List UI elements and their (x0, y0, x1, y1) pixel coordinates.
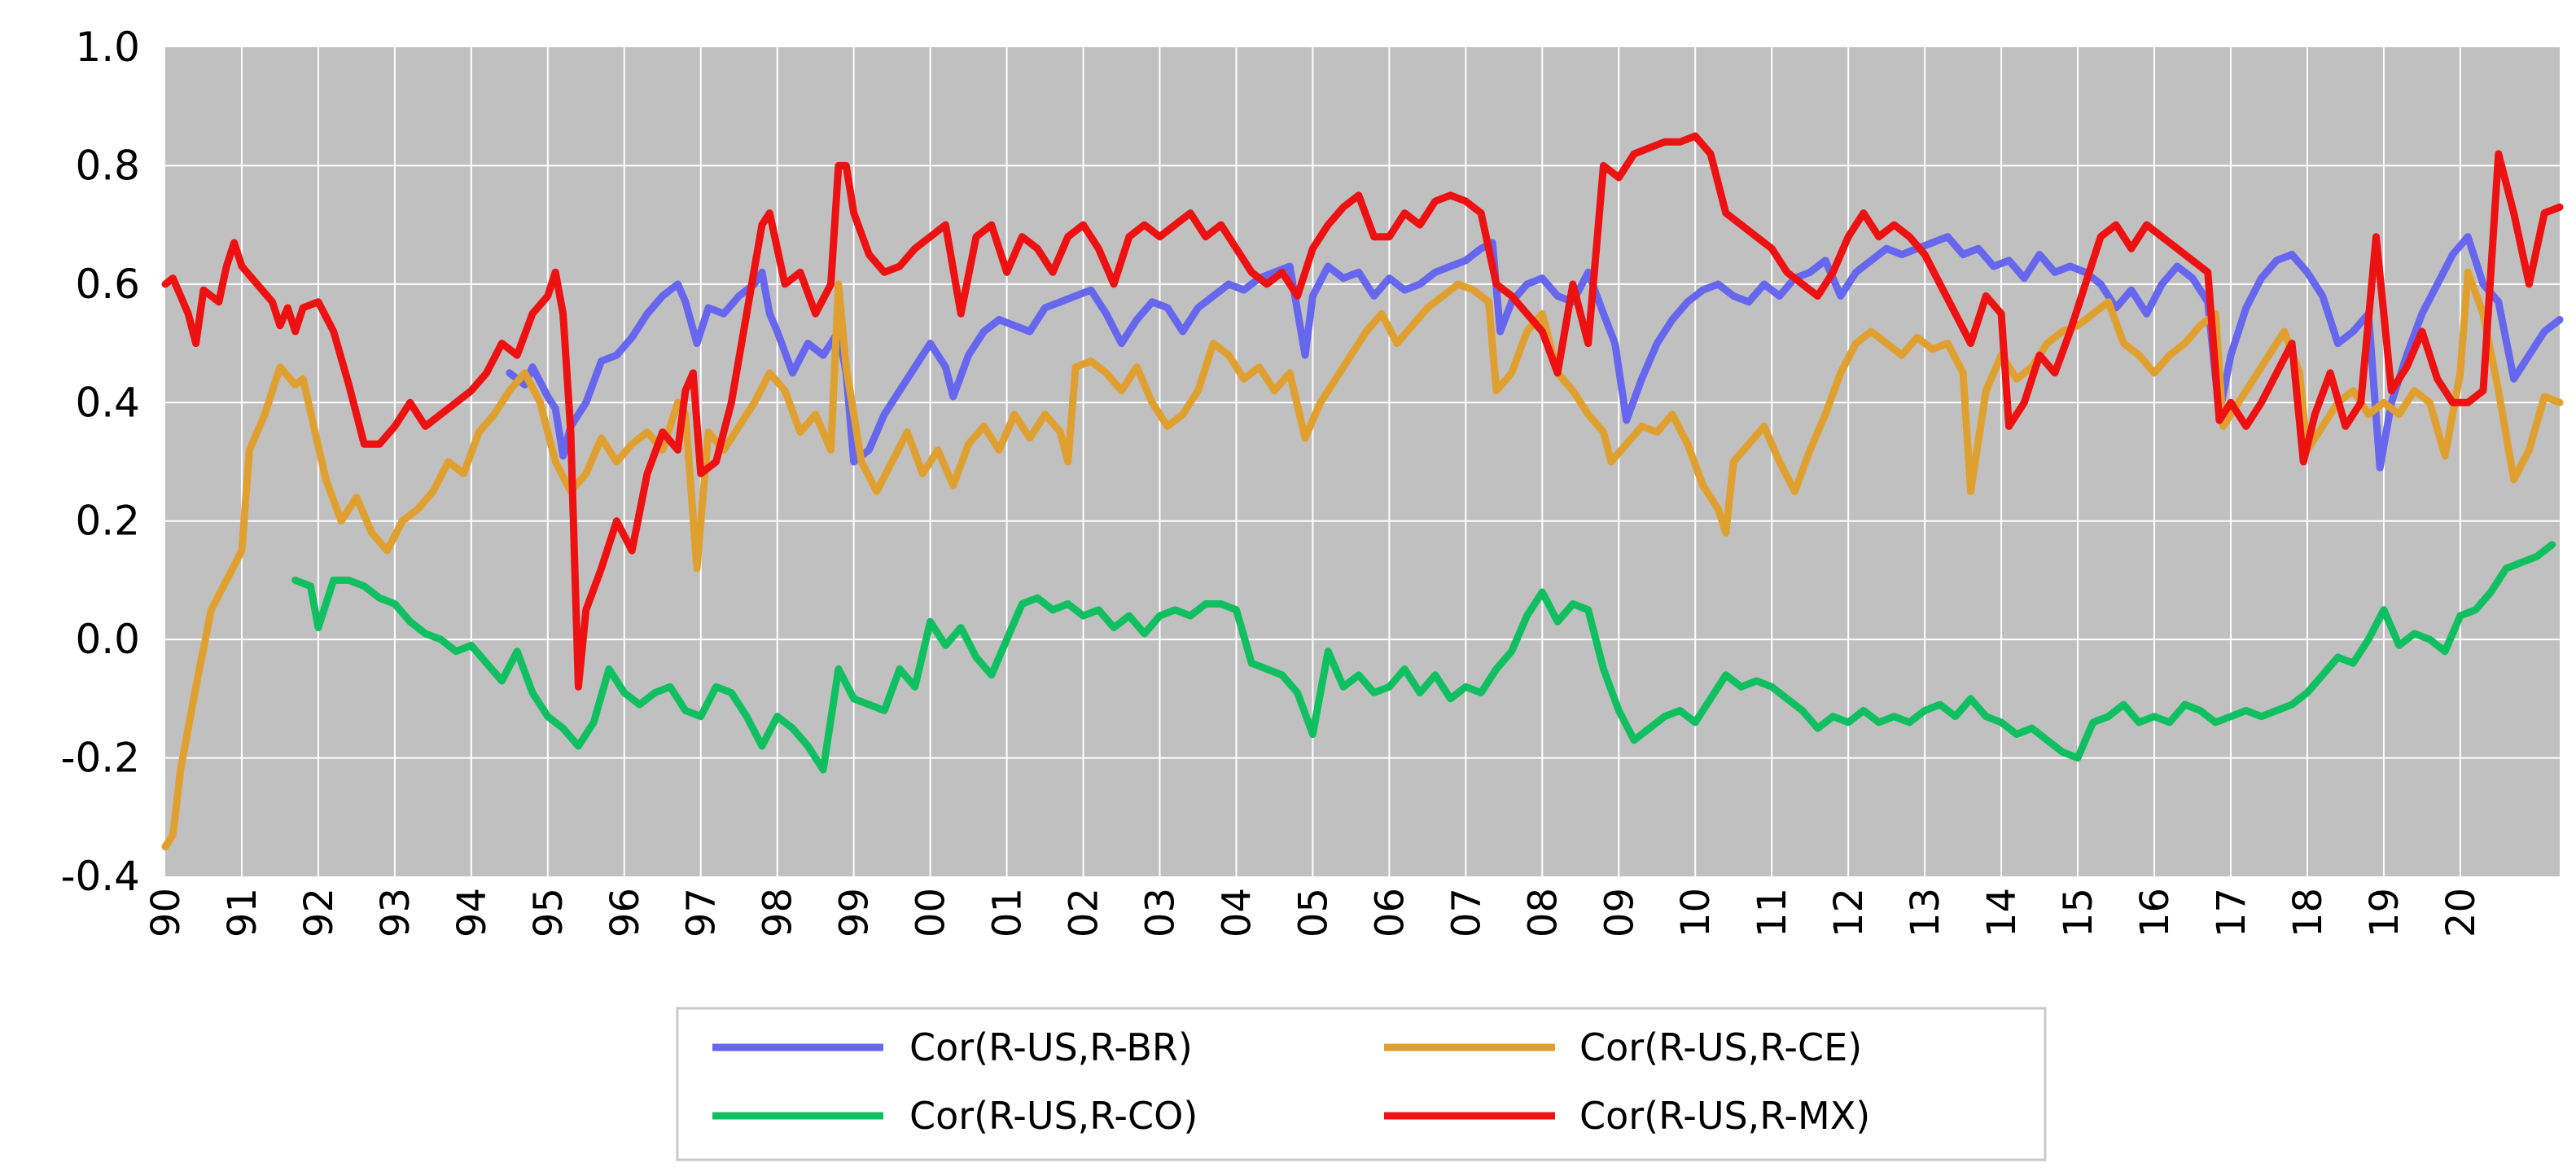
x-tick-label: 94 (449, 888, 495, 937)
legend: Cor(R-US,R-BR) Cor(R-US,R-CE) Cor(R-US,R-C… (676, 1007, 2047, 1161)
series-line (161, 132, 2564, 691)
legend-label: Cor(R-US,R-BR) (909, 1025, 1193, 1069)
x-tick-label: 13 (1903, 888, 1948, 937)
x-tick-label: 91 (220, 888, 265, 937)
series-layer (161, 132, 2564, 851)
x-tick-label: 20 (2438, 888, 2484, 937)
x-axis: 90 91 92 93 94 95 96 97 98 99 00 01 02 03 04 05 06 07 08 09… (143, 888, 2484, 937)
x-tick-label: 06 (1367, 888, 1413, 937)
x-tick-label: 92 (296, 888, 342, 937)
x-tick-label: 95 (526, 888, 572, 937)
legend-label: Cor(R-US,R-MX) (1579, 1094, 1870, 1138)
y-axis: 1.0 0.8 0.6 0.4 0.2 0.0 -0.2 -0.4 (60, 24, 140, 900)
y-tick-label: -0.4 (60, 853, 140, 900)
series-line (161, 268, 2564, 851)
x-tick-label: 12 (1826, 888, 1872, 937)
y-tick-label: 0.6 (75, 261, 140, 308)
legend-label: Cor(R-US,R-CO) (909, 1094, 1198, 1138)
x-tick-label: 05 (1290, 888, 1336, 937)
x-tick-label: 16 (2132, 888, 2178, 937)
x-tick-label: 04 (1214, 888, 1260, 937)
x-tick-label: 01 (985, 888, 1031, 937)
x-tick-label: 17 (2209, 888, 2254, 937)
y-tick-label: -0.2 (60, 735, 140, 782)
x-tick-label: 14 (1979, 888, 2025, 937)
x-tick-label: 00 (909, 888, 954, 937)
series-line (291, 541, 2556, 774)
y-tick-label: 0.2 (75, 498, 140, 545)
x-tick-label: 98 (756, 888, 801, 937)
x-tick-label: 11 (1750, 888, 1795, 937)
x-tick-label: 07 (1444, 888, 1489, 937)
x-tick-label: 96 (602, 888, 648, 937)
y-tick-label: 0.4 (75, 379, 140, 426)
y-tick-label: 1.0 (75, 24, 140, 71)
x-tick-label: 93 (373, 888, 418, 937)
x-tick-label: 02 (1062, 888, 1107, 937)
x-tick-label: 18 (2285, 888, 2331, 937)
x-tick-label: 19 (2362, 888, 2407, 937)
legend-label: Cor(R-US,R-CE) (1579, 1025, 1862, 1069)
plot-background (165, 47, 2560, 876)
x-tick-label: 10 (1673, 888, 1719, 937)
y-tick-label: 0.8 (75, 142, 140, 189)
legend-box (676, 1007, 2047, 1161)
x-tick-label: 97 (679, 888, 725, 937)
x-tick-label: 08 (1520, 888, 1566, 937)
x-tick-label: 03 (1138, 888, 1184, 937)
x-tick-label: 99 (832, 888, 878, 937)
x-tick-label: 15 (2056, 888, 2101, 937)
x-tick-label: 09 (1597, 888, 1642, 937)
x-tick-label: 90 (143, 888, 189, 937)
y-tick-label: 0.0 (75, 616, 140, 663)
